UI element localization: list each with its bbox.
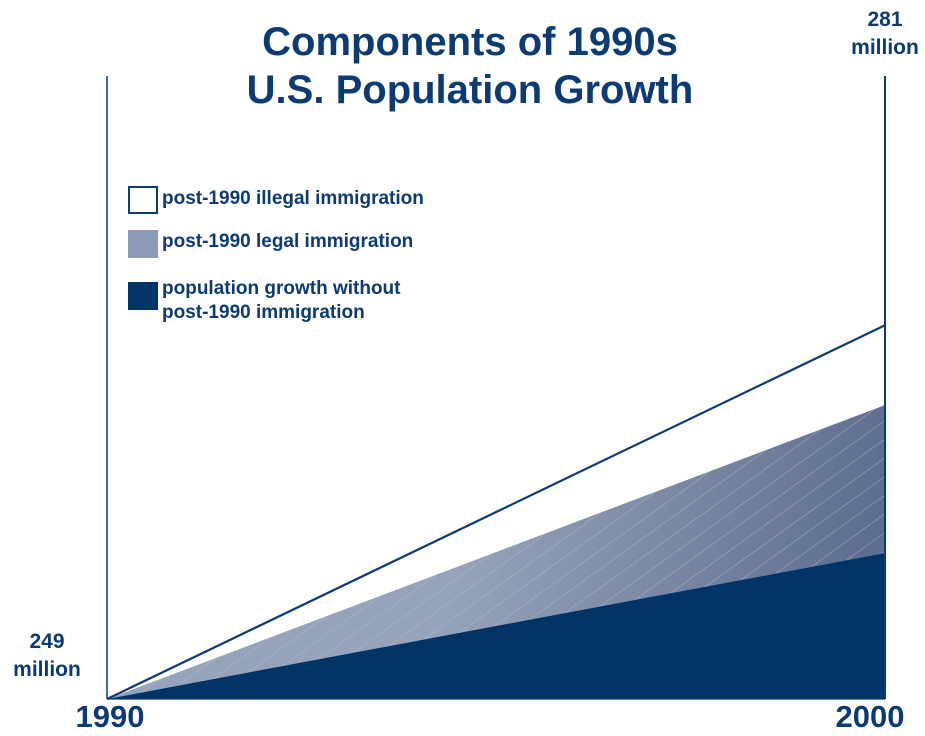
hatch-line [913,139,925,699]
legend-swatch-natural-growth [128,282,158,310]
legend-swatch-illegal [128,186,158,214]
end-value-unit: million [851,36,919,59]
legend-label-legal: post-1990 legal immigration [162,231,414,252]
natural-growth-area [107,552,885,699]
chart-title-line-1: Components of 1990s [262,20,678,64]
hatch-line [107,405,290,699]
hatch-line [107,405,108,699]
hatch-line [107,405,134,699]
x-tick-label-2000: 2000 [835,699,905,734]
end-value-label: 281 million [830,6,925,62]
legend-label-natural-growth-line-1: population growth without [162,278,401,299]
hatch-line [470,405,885,699]
hatch-line [107,405,160,699]
hatch-line [107,405,212,699]
legal-immigration-area [107,405,885,699]
total-growth-line [106,324,886,700]
start-value-label: 249 million [0,628,97,684]
legend-label-natural-growth: population growth without post-1990 immi… [162,277,401,325]
hatch-line [0,139,3,699]
hatch-line [0,139,81,699]
start-value-unit: million [13,658,81,681]
start-value-number: 249 [29,630,65,653]
legend-label-illegal: post-1990 illegal immigration [162,188,424,209]
hatch-line [107,405,186,699]
hatch-line [887,139,925,699]
hatch-line [107,405,316,699]
hatch-line [107,405,238,699]
chart-title-line-2: U.S. Population Growth [246,68,694,112]
hatch-line [107,405,264,699]
legend-swatch-legal [128,230,158,258]
x-tick-label-1990: 1990 [75,699,145,734]
end-value-number: 281 [867,8,903,31]
hatch-line [0,139,55,699]
hatch-line [0,139,29,699]
chart-title: Components of 1990s U.S. Population Grow… [190,18,750,114]
legend-label-natural-growth-line-2: post-1990 immigration [162,302,365,323]
